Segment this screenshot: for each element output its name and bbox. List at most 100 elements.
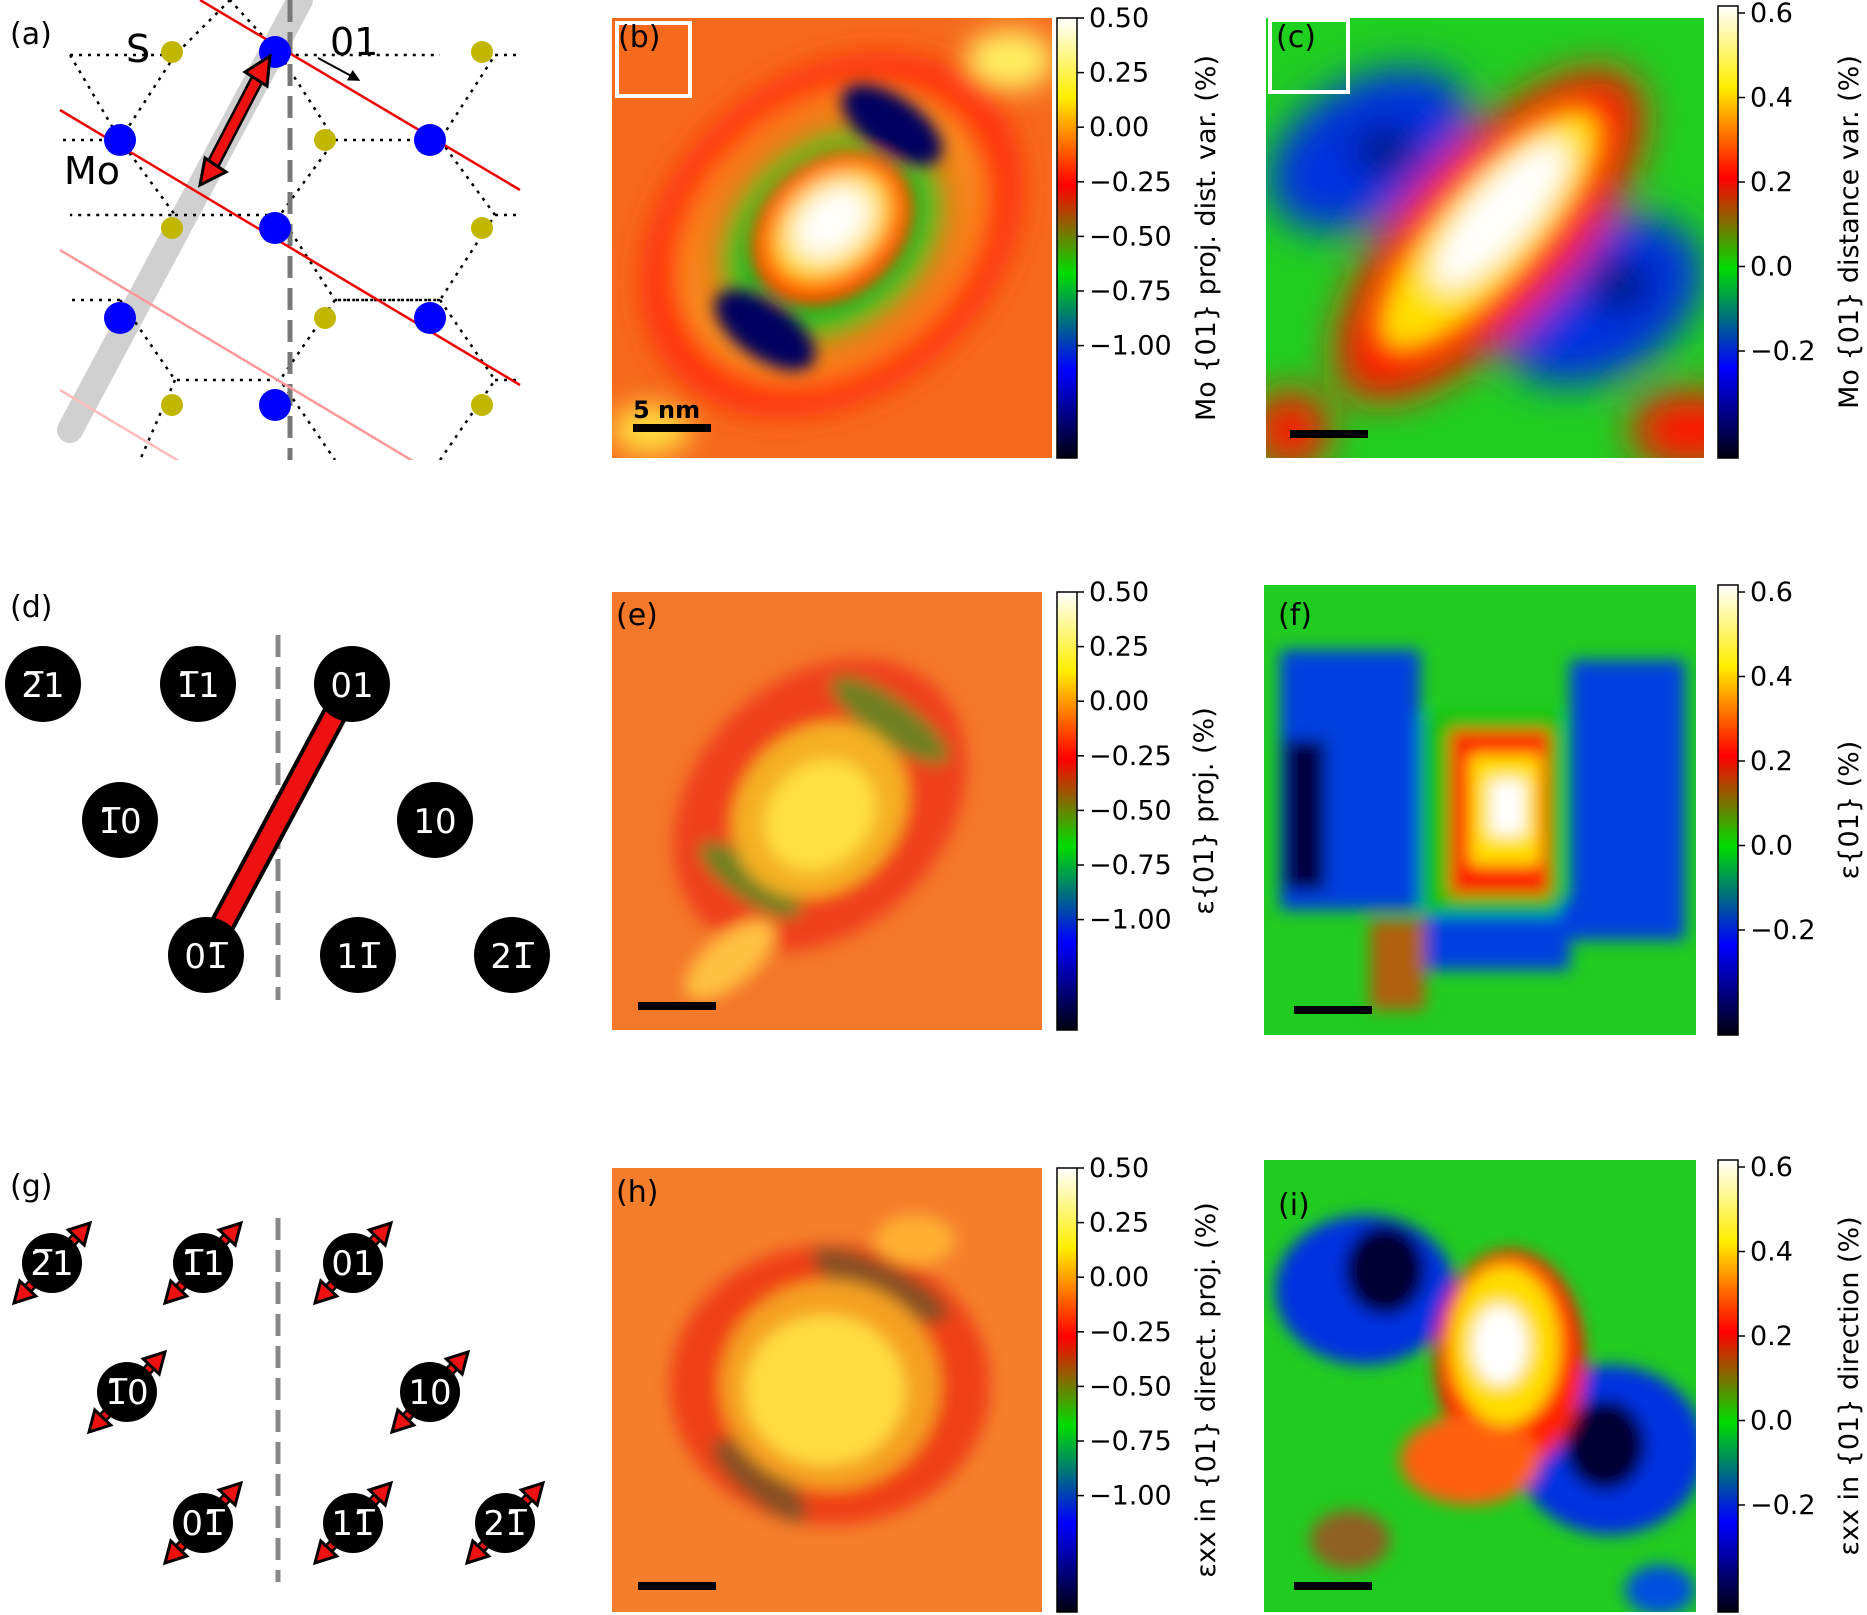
spot-0m1: 01̅ xyxy=(173,1493,233,1553)
displacement-arrow xyxy=(197,53,272,188)
spot-m11: 1̅1 xyxy=(173,1233,233,1293)
lattice-planes xyxy=(59,0,521,460)
strain-arrow-head xyxy=(216,1220,244,1248)
strain-arrow-head xyxy=(65,1220,93,1248)
atom-label-mo: Mo xyxy=(64,149,120,193)
mo-atoms xyxy=(104,36,446,421)
panel-label-g: (g) xyxy=(10,1169,52,1204)
spot-m10: 1̅0 xyxy=(82,782,158,858)
colorbar-tick-label: 0.0 xyxy=(1750,1406,1793,1437)
colorbar-tick-label: −0.25 xyxy=(1089,167,1172,198)
colorbar-tick-label: −0.50 xyxy=(1089,221,1172,252)
panel-label-b: (b) xyxy=(618,20,660,55)
colorbar-label-i: εxx in {01} direction (%) xyxy=(1834,1216,1865,1555)
colorbar-tick-label: −0.75 xyxy=(1089,850,1172,881)
colorbar-tick-label: −0.2 xyxy=(1750,1490,1816,1521)
strain-arrow-head xyxy=(366,1480,394,1508)
strain-arrow-head xyxy=(389,1407,417,1435)
panel-f-map: (f) xyxy=(1264,585,1696,1035)
panel-label-d: (d) xyxy=(10,590,52,625)
svg-text:2̅1: 2̅1 xyxy=(21,666,64,706)
strain-arrow-head xyxy=(443,1349,471,1377)
colorbar-h: 0.50 0.25 0.00 −0.25 −0.50 −0.75 −1.00 εxx in … xyxy=(1056,1153,1222,1613)
direction-arrow xyxy=(317,57,361,81)
colorbar-tick-label: 0.4 xyxy=(1750,662,1793,693)
svg-text:01̅: 01̅ xyxy=(184,937,228,977)
colorbar-tick-label: 0.4 xyxy=(1750,1237,1793,1268)
panel-h-map: (h) xyxy=(612,1168,1042,1612)
direction-label: 01 xyxy=(330,20,378,64)
colorbar-tick-label: −0.50 xyxy=(1089,1371,1172,1402)
colorbar-tick-label: 0.50 xyxy=(1089,3,1149,34)
colorbar-tick-label: −1.00 xyxy=(1089,905,1172,936)
colorbar-tick-label: 0.0 xyxy=(1750,252,1793,283)
spot-1m1: 11̅ xyxy=(323,1493,383,1553)
svg-text:21̅: 21̅ xyxy=(483,1504,527,1544)
svg-text:1̅1: 1̅1 xyxy=(176,666,219,706)
svg-text:21̅: 21̅ xyxy=(490,937,534,977)
scalebar xyxy=(638,1002,716,1010)
inset-box xyxy=(615,21,692,98)
scalebar xyxy=(1294,1582,1372,1590)
colorbar-tick-label: 0.2 xyxy=(1750,167,1793,198)
panel-label-f: (f) xyxy=(1278,598,1312,633)
spot-m10: 1̅0 xyxy=(97,1362,157,1422)
colorbar-label-h: εxx in {01} direct. proj. (%) xyxy=(1191,1202,1222,1578)
strain-arrow-head xyxy=(464,1538,492,1566)
colorbar-tick-label: 0.0 xyxy=(1750,831,1793,862)
colorbar-label-b: Mo {01} proj. dist. var. (%) xyxy=(1191,55,1222,421)
spot-01: 01 xyxy=(314,646,390,722)
colorbar-tick-label: 0.25 xyxy=(1089,1208,1149,1239)
panel-e-map: (e) xyxy=(612,592,1042,1030)
colorbar-e: 0.50 0.25 0.00 −0.25 −0.50 −0.75 −1.00 ε{01} p… xyxy=(1056,577,1220,1031)
panel-i-map: (i) xyxy=(1264,1160,1696,1612)
colorbar-tick-label: 0.00 xyxy=(1089,112,1149,143)
scalebar xyxy=(633,424,711,432)
panel-label-h: (h) xyxy=(616,1175,658,1210)
scalebar-label: 5 nm xyxy=(633,396,700,424)
colorbar-tick-label: 0.50 xyxy=(1089,577,1149,608)
colorbar-tick-label: 0.25 xyxy=(1089,58,1149,89)
panel-label-c: (c) xyxy=(1276,20,1316,55)
colorbar-tick-label: −0.50 xyxy=(1089,795,1172,826)
colorbar-tick-label: 0.2 xyxy=(1750,1321,1793,1352)
colorbar-tick-label: 0.25 xyxy=(1089,632,1149,663)
atom-label-s: S xyxy=(126,27,150,71)
strain-arrow-head xyxy=(366,1220,394,1248)
colorbar-tick-label: 0.00 xyxy=(1089,686,1149,717)
svg-text:01̅: 01̅ xyxy=(181,1504,225,1544)
spot-2m1: 21̅ xyxy=(474,917,550,993)
colorbar-i: 0.6 0.4 0.2 0.0 −0.2 εxx in {01} direction (… xyxy=(1717,1152,1865,1613)
spot-1m1: 11̅ xyxy=(320,917,396,993)
spot-2m1: 21̅ xyxy=(475,1493,535,1553)
colorbar-b: 0.50 0.25 0.00 −0.25 −0.50 −0.75 −1.00 Mo {01}… xyxy=(1056,3,1222,459)
strain-arrow-head xyxy=(162,1278,190,1306)
strain-arrow-head xyxy=(162,1538,190,1566)
colorbar-label-c: Mo {01} distance var. (%) xyxy=(1834,55,1865,409)
panel-d-diffraction: (d) 2̅1 1̅1 01 1̅0 10 01̅ 11̅ 21̅ xyxy=(5,590,550,1000)
colorbar-tick-label: 0.4 xyxy=(1750,83,1793,114)
colorbar-tick-label: 0.2 xyxy=(1750,746,1793,777)
svg-text:01: 01 xyxy=(331,1244,374,1284)
scalebar xyxy=(638,1582,716,1590)
strain-arrow-head xyxy=(11,1278,39,1306)
panel-label-e: (e) xyxy=(616,598,658,633)
spot-m21: 2̅1 xyxy=(22,1233,82,1293)
svg-text:2̅1: 2̅1 xyxy=(30,1244,73,1284)
colorbar-tick-label: −1.00 xyxy=(1089,1481,1172,1512)
svg-text:10: 10 xyxy=(408,1373,451,1413)
colorbar-tick-label: 0.00 xyxy=(1089,1262,1149,1293)
spot-10: 10 xyxy=(397,782,473,858)
colorbar-label-e: ε{01} proj. (%) xyxy=(1189,707,1220,914)
colorbar-tick-label: −1.00 xyxy=(1089,331,1172,362)
panel-c-map: (c) xyxy=(1266,18,1704,458)
colorbar-c: 0.6 0.4 0.2 0.0 −0.2 Mo {01} distance var. (… xyxy=(1717,0,1865,459)
inset-box xyxy=(1268,18,1350,94)
panel-label-a: (a) xyxy=(10,17,52,52)
reciprocal-vector xyxy=(193,669,365,968)
spot-0m1: 01̅ xyxy=(168,917,244,993)
spot-10: 10 xyxy=(400,1362,460,1422)
spot-01: 01 xyxy=(323,1233,383,1293)
colorbar-tick-label: −0.75 xyxy=(1089,1426,1172,1457)
